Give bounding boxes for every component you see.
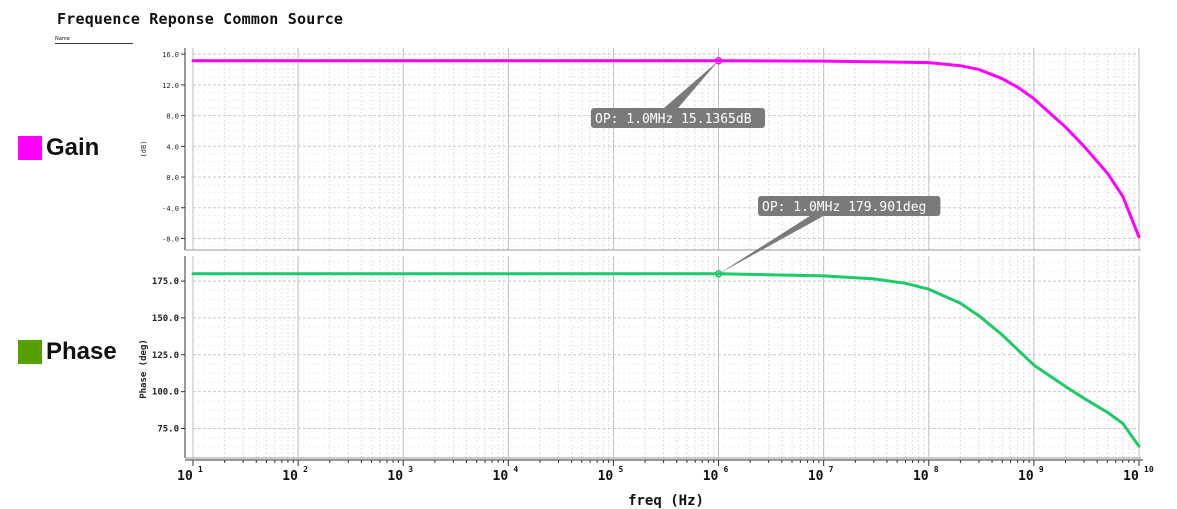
chart-title: Frequence Reponse Common Source	[57, 10, 344, 28]
annotation-text: OP: 1.0MHz 15.1365dB	[595, 112, 752, 127]
x-tick-exponent: 2	[303, 465, 308, 474]
y-tick-label: 75.0	[157, 425, 179, 435]
x-tick-exponent: 1	[198, 465, 203, 474]
annotation-text: OP: 1.0MHz 179.901deg	[762, 200, 926, 215]
x-tick-label: 10	[493, 469, 509, 484]
series-line	[191, 272, 1141, 448]
legend-label-phase: Phase	[46, 338, 117, 365]
x-tick-exponent: 9	[1039, 465, 1044, 474]
x-tick-label: 10	[177, 469, 193, 484]
x-tick-exponent: 5	[618, 465, 623, 474]
y-tick-label: 16.0	[162, 51, 179, 59]
annotation-layer: OP: 1.0MHz 15.1365dB OP: 1.0MHz 179.901de…	[591, 57, 941, 278]
phase-swatch	[18, 340, 42, 364]
x-tick-label: 10	[703, 469, 719, 484]
x-tick-label: 10	[282, 469, 298, 484]
legend-label-gain: Gain	[46, 134, 100, 161]
x-tick-exponent: 10	[1144, 465, 1154, 474]
x-tick-label: 10	[387, 469, 403, 484]
x-tick-label: 10	[598, 469, 614, 484]
y-tick-label: 8.0	[166, 113, 179, 121]
marker-point	[714, 57, 723, 65]
y-tick-label: 175.0	[152, 277, 179, 287]
y-tick-label: 0.0	[166, 174, 179, 182]
annotation-pointer	[664, 60, 719, 108]
y-tick-label: 125.0	[152, 351, 179, 361]
y-tick-label: -8.0	[162, 235, 179, 243]
x-tick-exponent: 7	[829, 465, 834, 474]
x-axis-label: freq (Hz)	[628, 493, 704, 509]
series-line	[191, 59, 1141, 239]
marker-point	[714, 270, 723, 278]
legend-item-gain[interactable]: Gain	[18, 134, 99, 162]
x-tick-label: 10	[1123, 469, 1139, 484]
y-tick-label: 100.0	[152, 388, 179, 398]
x-tick-exponent: 3	[408, 465, 413, 474]
y-tick-label: 4.0	[166, 143, 179, 151]
y-axis-label: (dB)	[140, 141, 148, 158]
x-tick-exponent: 6	[724, 465, 729, 474]
y-tick-label: 12.0	[162, 82, 179, 90]
annotation-pointer	[718, 214, 827, 274]
x-tick-label: 10	[1018, 469, 1034, 484]
x-tick-exponent: 8	[934, 465, 939, 474]
annotation-box	[591, 108, 765, 128]
name-label: Name	[55, 36, 70, 42]
name-underline	[55, 43, 133, 44]
grid-layer	[192, 48, 1140, 458]
x-tick-label: 10	[913, 469, 929, 484]
axis-layer	[181, 48, 1143, 466]
series-layer	[191, 59, 1141, 448]
gain-swatch	[18, 136, 42, 160]
x-tick-exponent: 4	[513, 465, 518, 474]
y-tick-label: -4.0	[162, 205, 179, 213]
y-axis-label: Phase (deg)	[139, 339, 149, 399]
annotation-box	[758, 196, 941, 216]
y-tick-label: 150.0	[152, 314, 179, 324]
x-tick-label: 10	[808, 469, 824, 484]
legend-item-phase[interactable]: Phase	[18, 338, 117, 366]
label-layer: 16.012.08.04.00.0-4.0-8.0(dB)175.0150.01…	[139, 51, 1154, 509]
